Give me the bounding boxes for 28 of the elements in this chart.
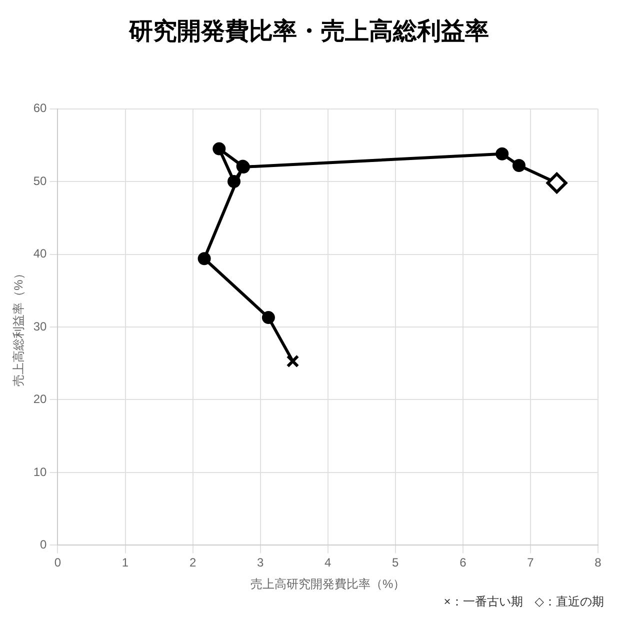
text: ×：一番古い期 ◇：直近の期: [444, 594, 604, 608]
x-tick-label: 8: [594, 556, 602, 570]
x-tick-label: 7: [527, 556, 534, 570]
point: [228, 175, 241, 188]
point: [198, 252, 211, 266]
y-tick-label: 50: [33, 174, 48, 188]
point: [496, 147, 509, 160]
point: [546, 172, 568, 194]
x-tick-label: 4: [324, 556, 332, 570]
x-tick-label: 6: [460, 556, 467, 570]
point: [512, 159, 526, 172]
y-tick-label: 20: [33, 392, 48, 406]
x-tick-label: 0: [54, 556, 62, 570]
y-tick-label: 40: [33, 246, 48, 261]
y-tick-label: 0: [40, 538, 48, 552]
point: [262, 311, 275, 324]
chart-title: 研究開発費比率・売上高総利益率: [128, 17, 489, 46]
x-tick-label: 3: [257, 556, 264, 570]
y-axis-title: 売上高総利益率（%）: [12, 268, 26, 386]
x-tick-label: 5: [392, 556, 400, 570]
y-tick-label: 10: [33, 464, 48, 479]
x-tick-label: 1: [122, 556, 129, 570]
x-axis-title: 売上高研究開発費比率（%）: [250, 577, 406, 592]
y-tick-label: 30: [33, 319, 48, 334]
point: [212, 142, 226, 156]
x-tick-label: 2: [189, 556, 196, 570]
y-tick-label: 60: [33, 101, 48, 116]
point: [286, 354, 300, 368]
